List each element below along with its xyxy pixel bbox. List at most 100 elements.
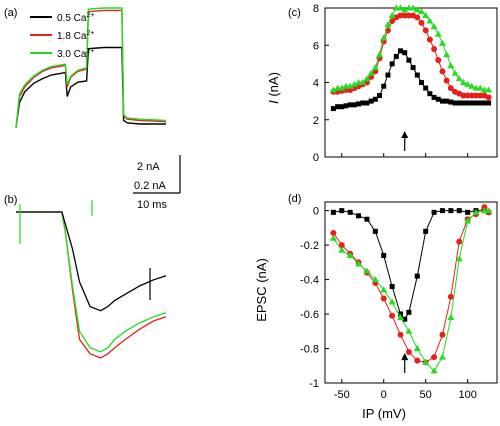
data-point-square bbox=[439, 98, 445, 104]
data-point-square bbox=[469, 100, 475, 106]
data-point-circle bbox=[431, 354, 438, 361]
data-point-circle bbox=[380, 295, 387, 302]
data-point-square bbox=[460, 100, 466, 106]
data-point-triangle bbox=[384, 21, 392, 28]
data-point-square bbox=[477, 100, 483, 106]
data-point-triangle bbox=[438, 353, 446, 360]
data-point-circle bbox=[422, 27, 429, 34]
y-tick-label: -0.6 bbox=[300, 309, 319, 321]
y-tick-label: -0.2 bbox=[300, 240, 319, 252]
data-point-triangle bbox=[359, 79, 367, 85]
data-point-triangle bbox=[346, 251, 354, 258]
data-point-triangle bbox=[472, 208, 480, 215]
series-line-2 bbox=[332, 210, 489, 372]
data-point-square bbox=[439, 208, 445, 214]
y-tick-label: 4 bbox=[313, 78, 319, 90]
data-point-circle bbox=[418, 19, 425, 26]
data-point-circle bbox=[431, 45, 438, 52]
data-point-square bbox=[377, 93, 383, 99]
y-tick-label: -0.8 bbox=[300, 344, 319, 356]
panel-a-trace-1 bbox=[15, 9, 167, 128]
data-point-circle bbox=[447, 85, 454, 92]
data-point-circle bbox=[473, 92, 480, 99]
panel-d-xlabel: IP (mV) bbox=[362, 406, 406, 421]
data-point-triangle bbox=[405, 327, 413, 334]
data-point-square bbox=[465, 209, 471, 215]
data-point-triangle bbox=[409, 4, 417, 11]
legend-label-2: 3.0 Ca2+ bbox=[57, 48, 94, 60]
panel-c-ylabel: I (nA) bbox=[266, 72, 281, 104]
data-point-circle bbox=[447, 293, 454, 300]
data-point-triangle bbox=[397, 4, 405, 11]
data-point-square bbox=[356, 213, 362, 219]
data-point-square bbox=[343, 103, 349, 109]
data-point-square bbox=[402, 316, 408, 322]
data-point-circle bbox=[426, 36, 433, 43]
data-point-triangle bbox=[422, 358, 430, 365]
panel-d-label: (d) bbox=[288, 193, 301, 205]
panel-a-trace-2 bbox=[15, 7, 167, 128]
data-point-triangle bbox=[464, 80, 472, 87]
data-point-square bbox=[410, 65, 416, 71]
arrow-head bbox=[401, 131, 409, 138]
data-point-square bbox=[402, 50, 408, 56]
data-point-triangle bbox=[464, 217, 472, 224]
data-point-square bbox=[335, 104, 341, 110]
data-point-triangle bbox=[447, 62, 455, 69]
data-point-triangle bbox=[438, 39, 446, 46]
data-point-square bbox=[435, 96, 441, 102]
data-point-triangle bbox=[468, 82, 476, 89]
data-point-triangle bbox=[443, 51, 451, 58]
data-point-square bbox=[481, 100, 487, 106]
data-point-square bbox=[385, 72, 391, 78]
data-point-circle bbox=[435, 57, 442, 64]
data-point-triangle bbox=[476, 84, 484, 91]
scale-time: 10 ms bbox=[137, 199, 167, 211]
data-point-circle bbox=[397, 12, 404, 19]
data-point-square bbox=[452, 100, 458, 106]
data-point-triangle bbox=[355, 260, 363, 267]
data-point-triangle bbox=[422, 11, 430, 18]
data-point-circle bbox=[485, 94, 492, 101]
data-point-triangle bbox=[380, 34, 388, 41]
panel-a-label: (a) bbox=[4, 7, 17, 19]
scale-current-a: 2 nA bbox=[137, 161, 160, 173]
data-point-square bbox=[347, 209, 353, 215]
data-point-triangle bbox=[434, 30, 442, 37]
data-point-triangle bbox=[380, 286, 388, 293]
panel-c-chart: (c) I (nA) 0 2 4 6 8 bbox=[266, 3, 498, 164]
data-point-triangle bbox=[367, 69, 375, 76]
panel-a-trace-0 bbox=[15, 46, 166, 128]
panel-d-chart: (d) EPSC (nA) IP (mV) 0 -0.2 -0.4 -0.6 -0.8 -… bbox=[254, 193, 498, 421]
data-point-square bbox=[364, 100, 370, 106]
data-point-square bbox=[330, 209, 336, 215]
data-point-square bbox=[473, 100, 479, 106]
data-point-triangle bbox=[388, 11, 396, 18]
data-point-circle bbox=[338, 242, 345, 249]
panel-b-trace-2 bbox=[16, 211, 167, 353]
data-point-circle bbox=[401, 12, 408, 19]
data-point-triangle bbox=[451, 69, 459, 76]
data-point-triangle bbox=[346, 82, 354, 89]
data-point-square bbox=[486, 100, 492, 106]
data-point-square bbox=[456, 208, 462, 214]
data-point-triangle bbox=[459, 79, 467, 85]
data-point-triangle bbox=[485, 207, 493, 214]
data-point-circle bbox=[330, 230, 337, 237]
data-point-square bbox=[372, 228, 378, 234]
data-point-circle bbox=[414, 357, 421, 364]
x-tick-label: 100 bbox=[458, 389, 476, 401]
data-point-square bbox=[465, 100, 471, 106]
series-line-2 bbox=[333, 7, 489, 91]
x-tick-label: 50 bbox=[420, 389, 432, 401]
data-point-square bbox=[444, 98, 450, 104]
data-point-square bbox=[427, 91, 433, 97]
data-point-triangle bbox=[430, 367, 438, 374]
data-point-square bbox=[414, 273, 420, 279]
data-point-square bbox=[423, 85, 429, 91]
data-point-triangle bbox=[371, 64, 379, 71]
data-point-square bbox=[381, 252, 387, 258]
data-point-circle bbox=[439, 68, 446, 75]
data-point-circle bbox=[405, 12, 412, 19]
